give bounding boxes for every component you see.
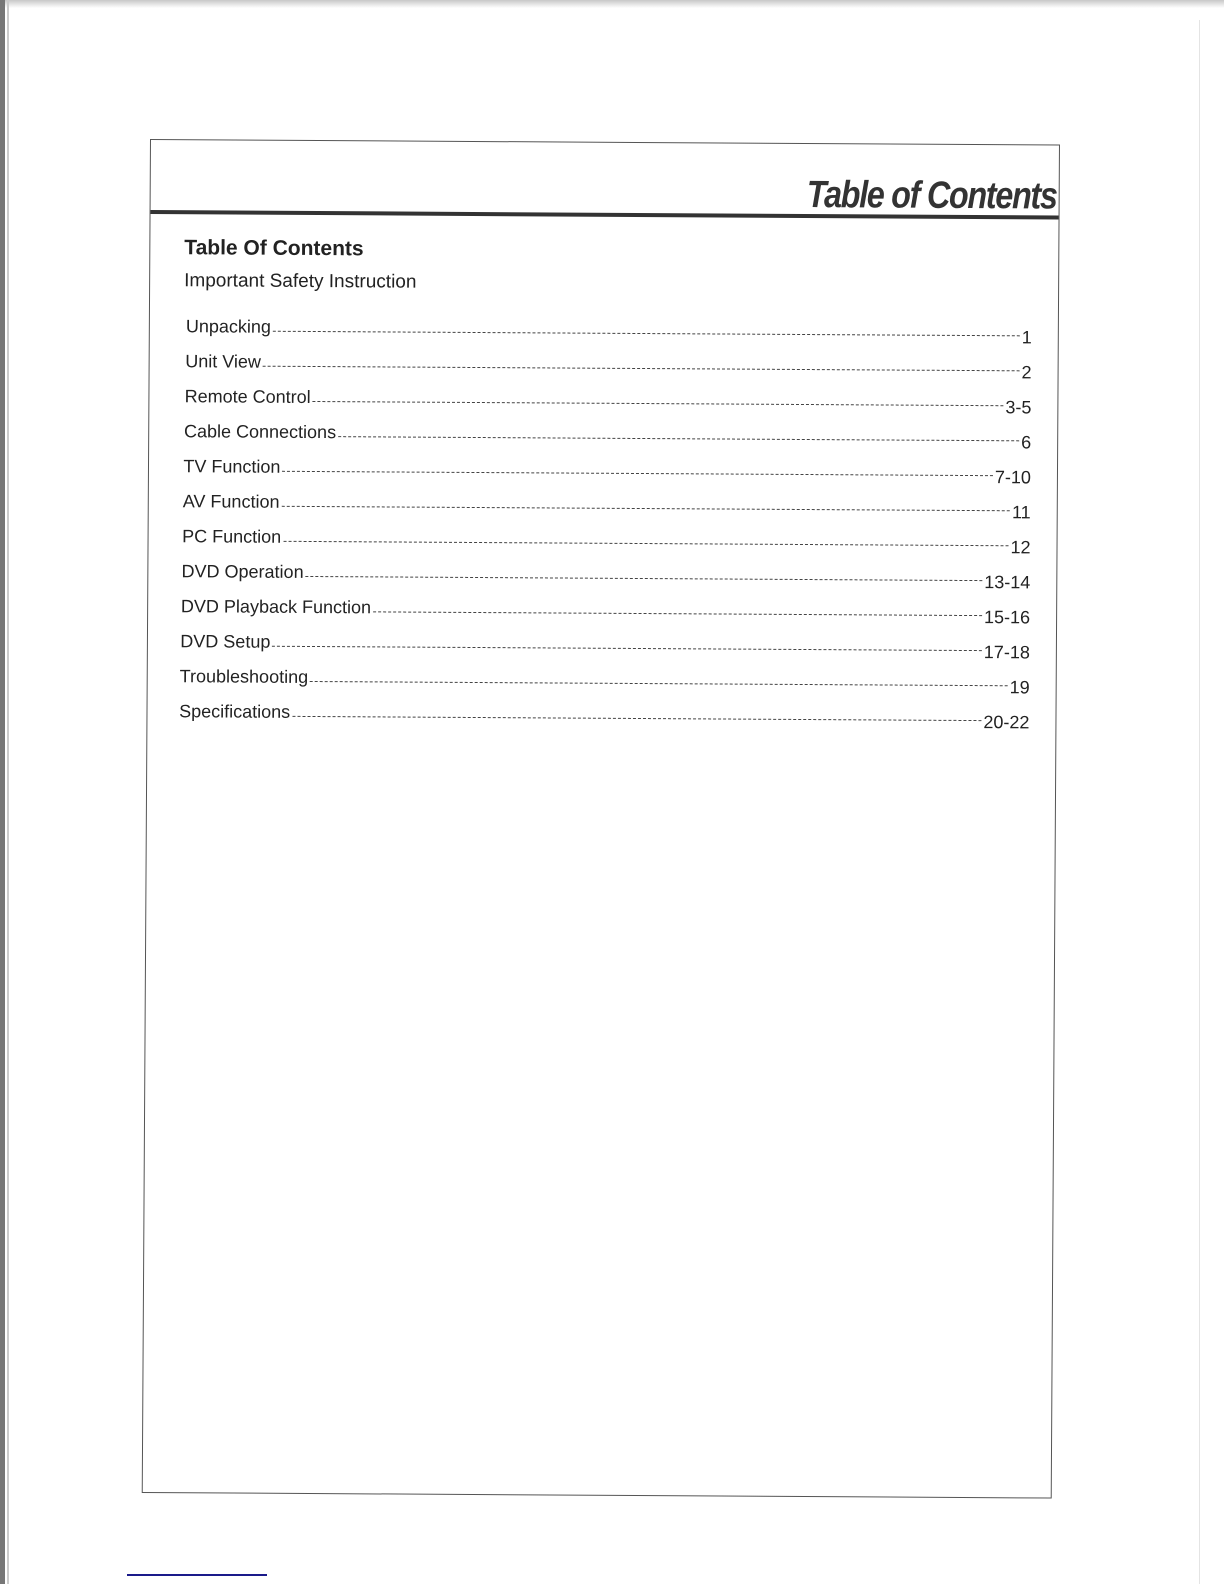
footer-underline — [127, 1574, 267, 1576]
toc-entry: PC Function 12 — [182, 512, 1031, 557]
toc-entry-page: 7-10 — [994, 467, 1032, 488]
toc-entry-page: 6 — [1021, 432, 1032, 453]
toc-leader-dots — [292, 715, 982, 722]
toc-leader-dots — [281, 505, 1011, 512]
toc-leader-dots — [283, 540, 1009, 547]
toc-entry-label: DVD Operation — [181, 561, 304, 582]
toc-entry-page: 11 — [1011, 502, 1031, 523]
toc-content: Table Of Contents Important Safety Instr… — [179, 236, 1032, 732]
toc-leader-dots — [262, 365, 1020, 372]
toc-leader-dots — [282, 470, 993, 477]
toc-entry: Specifications 20-22 — [179, 687, 1030, 732]
toc-entry: Unit View 2 — [185, 337, 1032, 382]
scan-edge-top — [0, 0, 1224, 8]
toc-entry-label: PC Function — [182, 526, 282, 547]
toc-entry: Remote Control 3-5 — [184, 372, 1032, 417]
toc-entry-page: 20-22 — [983, 712, 1030, 733]
toc-entry-page: 15-16 — [983, 607, 1031, 628]
toc-entry: DVD Playback Function 15-16 — [180, 582, 1030, 627]
scan-edge-right — [1199, 20, 1200, 1584]
toc-entry-page: 3-5 — [1005, 397, 1032, 418]
toc-entry-page: 2 — [1021, 362, 1032, 383]
toc-entry-label: Cable Connections — [183, 421, 337, 443]
toc-entry: Unpacking 1 — [185, 302, 1032, 347]
toc-entry-page: 1 — [1021, 327, 1032, 348]
toc-entry-page: 12 — [1010, 537, 1031, 558]
toc-leader-dots — [305, 575, 983, 582]
toc-entry-label: Specifications — [179, 701, 291, 722]
toc-entry-label: DVD Setup — [180, 631, 271, 652]
toc-entry-label: DVD Playback Function — [180, 596, 372, 618]
toc-entry-label: Unpacking — [185, 316, 271, 337]
toc-entry: Troubleshooting 19 — [179, 652, 1030, 697]
page-frame: Table of Contents Table Of Contents Impo… — [141, 139, 1060, 1499]
toc-leader-dots — [310, 680, 1008, 687]
toc-entry-page: 13-14 — [984, 572, 1031, 593]
toc-entry: DVD Operation 13-14 — [181, 547, 1031, 592]
toc-intro: Important Safety Instruction — [184, 270, 417, 293]
toc-leader-dots — [272, 645, 982, 652]
toc-entry-label: Remote Control — [184, 386, 311, 407]
toc-entry: AV Function 11 — [182, 477, 1031, 522]
toc-entry-label: TV Function — [183, 456, 281, 477]
toc-leader-dots — [338, 436, 1020, 442]
scan-edge-left-inner — [7, 0, 9, 1584]
toc-entry: Cable Connections 6 — [183, 407, 1031, 452]
scan-edge-left — [0, 0, 5, 1584]
toc-entry-page: 17-18 — [983, 642, 1030, 663]
toc-entry-page: 19 — [1009, 677, 1030, 698]
toc-leader-dots — [272, 330, 1020, 337]
toc-leader-dots — [373, 611, 983, 617]
toc-entry: DVD Setup 17-18 — [180, 617, 1030, 662]
toc-entry: TV Function 7-10 — [183, 442, 1031, 487]
toc-leader-dots — [312, 400, 1004, 407]
toc-entry-label: Unit View — [185, 351, 261, 372]
toc-heading: Table Of Contents — [184, 236, 364, 261]
toc-entry-label: AV Function — [182, 491, 280, 512]
toc-list: Unpacking 1 Unit View 2 Remote Control 3-5 Cab… — [179, 302, 1032, 732]
toc-entry-label: Troubleshooting — [179, 666, 309, 687]
page-title: Table of Contents — [806, 174, 1057, 218]
